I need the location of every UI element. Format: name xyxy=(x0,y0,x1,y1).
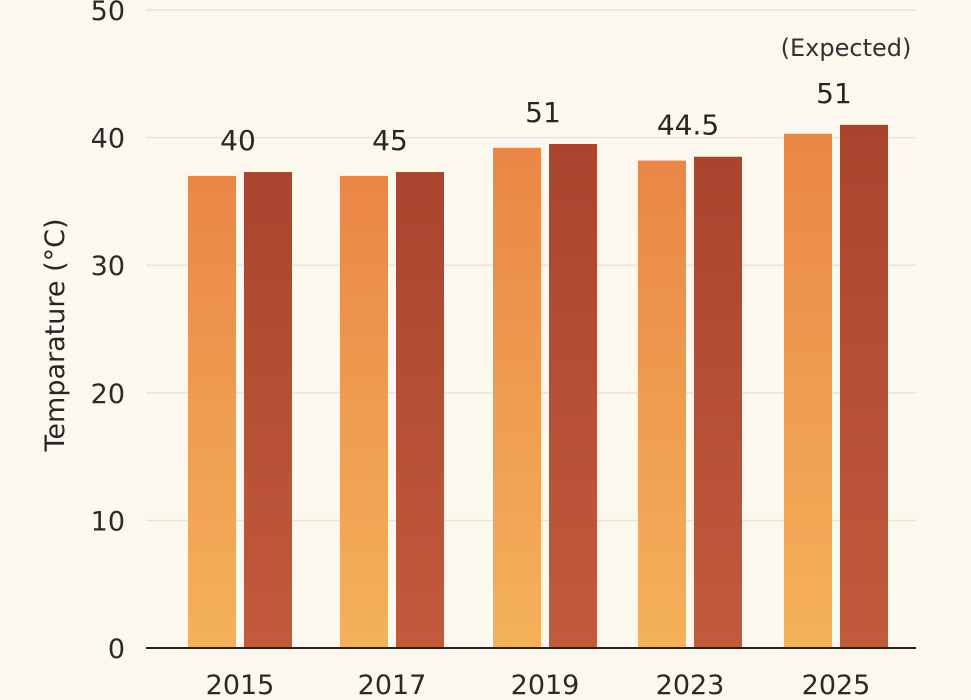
x-axis-tick-labels: 2015 2017 2019 2023 2025 xyxy=(206,670,871,700)
bar-2015-series-1 xyxy=(188,175,236,648)
x-tick-label: 2015 xyxy=(206,670,275,700)
bar-2025-series-1 xyxy=(784,133,832,649)
bar-2015-series-2 xyxy=(244,172,292,648)
x-tick-label: 2017 xyxy=(358,670,427,700)
y-tick-label: 20 xyxy=(91,379,125,410)
bar-2023-series-1 xyxy=(638,160,686,648)
data-label-2019: 51 xyxy=(525,96,561,129)
bars xyxy=(188,124,888,649)
bar-2017-series-2 xyxy=(396,172,444,648)
bar-2019-series-2 xyxy=(549,143,597,649)
x-tick-label: 2019 xyxy=(511,670,580,700)
x-tick-label: 2025 xyxy=(802,670,871,700)
data-label-2015: 40 xyxy=(220,124,256,157)
y-tick-label: 30 xyxy=(91,251,125,282)
bar-2023-series-2 xyxy=(694,156,742,649)
y-tick-label: 40 xyxy=(91,124,125,155)
data-label-2017: 45 xyxy=(372,124,408,157)
y-tick-label: 0 xyxy=(108,634,125,665)
y-tick-label: 50 xyxy=(91,0,125,27)
bar-2017-series-1 xyxy=(340,175,388,648)
data-labels: 40 45 51 44.5 51 (Expected) xyxy=(220,34,911,157)
y-axis-title: Temparature (°C) xyxy=(40,219,71,453)
data-label-2023: 44.5 xyxy=(657,109,719,142)
bar-2025-series-2 xyxy=(840,124,888,649)
data-label-2025: 51 xyxy=(816,77,852,110)
y-axis-tick-labels: 0 10 20 30 40 50 xyxy=(91,0,125,665)
bar-2019-series-1 xyxy=(493,147,541,649)
x-tick-label: 2023 xyxy=(656,670,725,700)
annotation-expected: (Expected) xyxy=(781,34,912,62)
y-tick-label: 10 xyxy=(91,506,125,537)
